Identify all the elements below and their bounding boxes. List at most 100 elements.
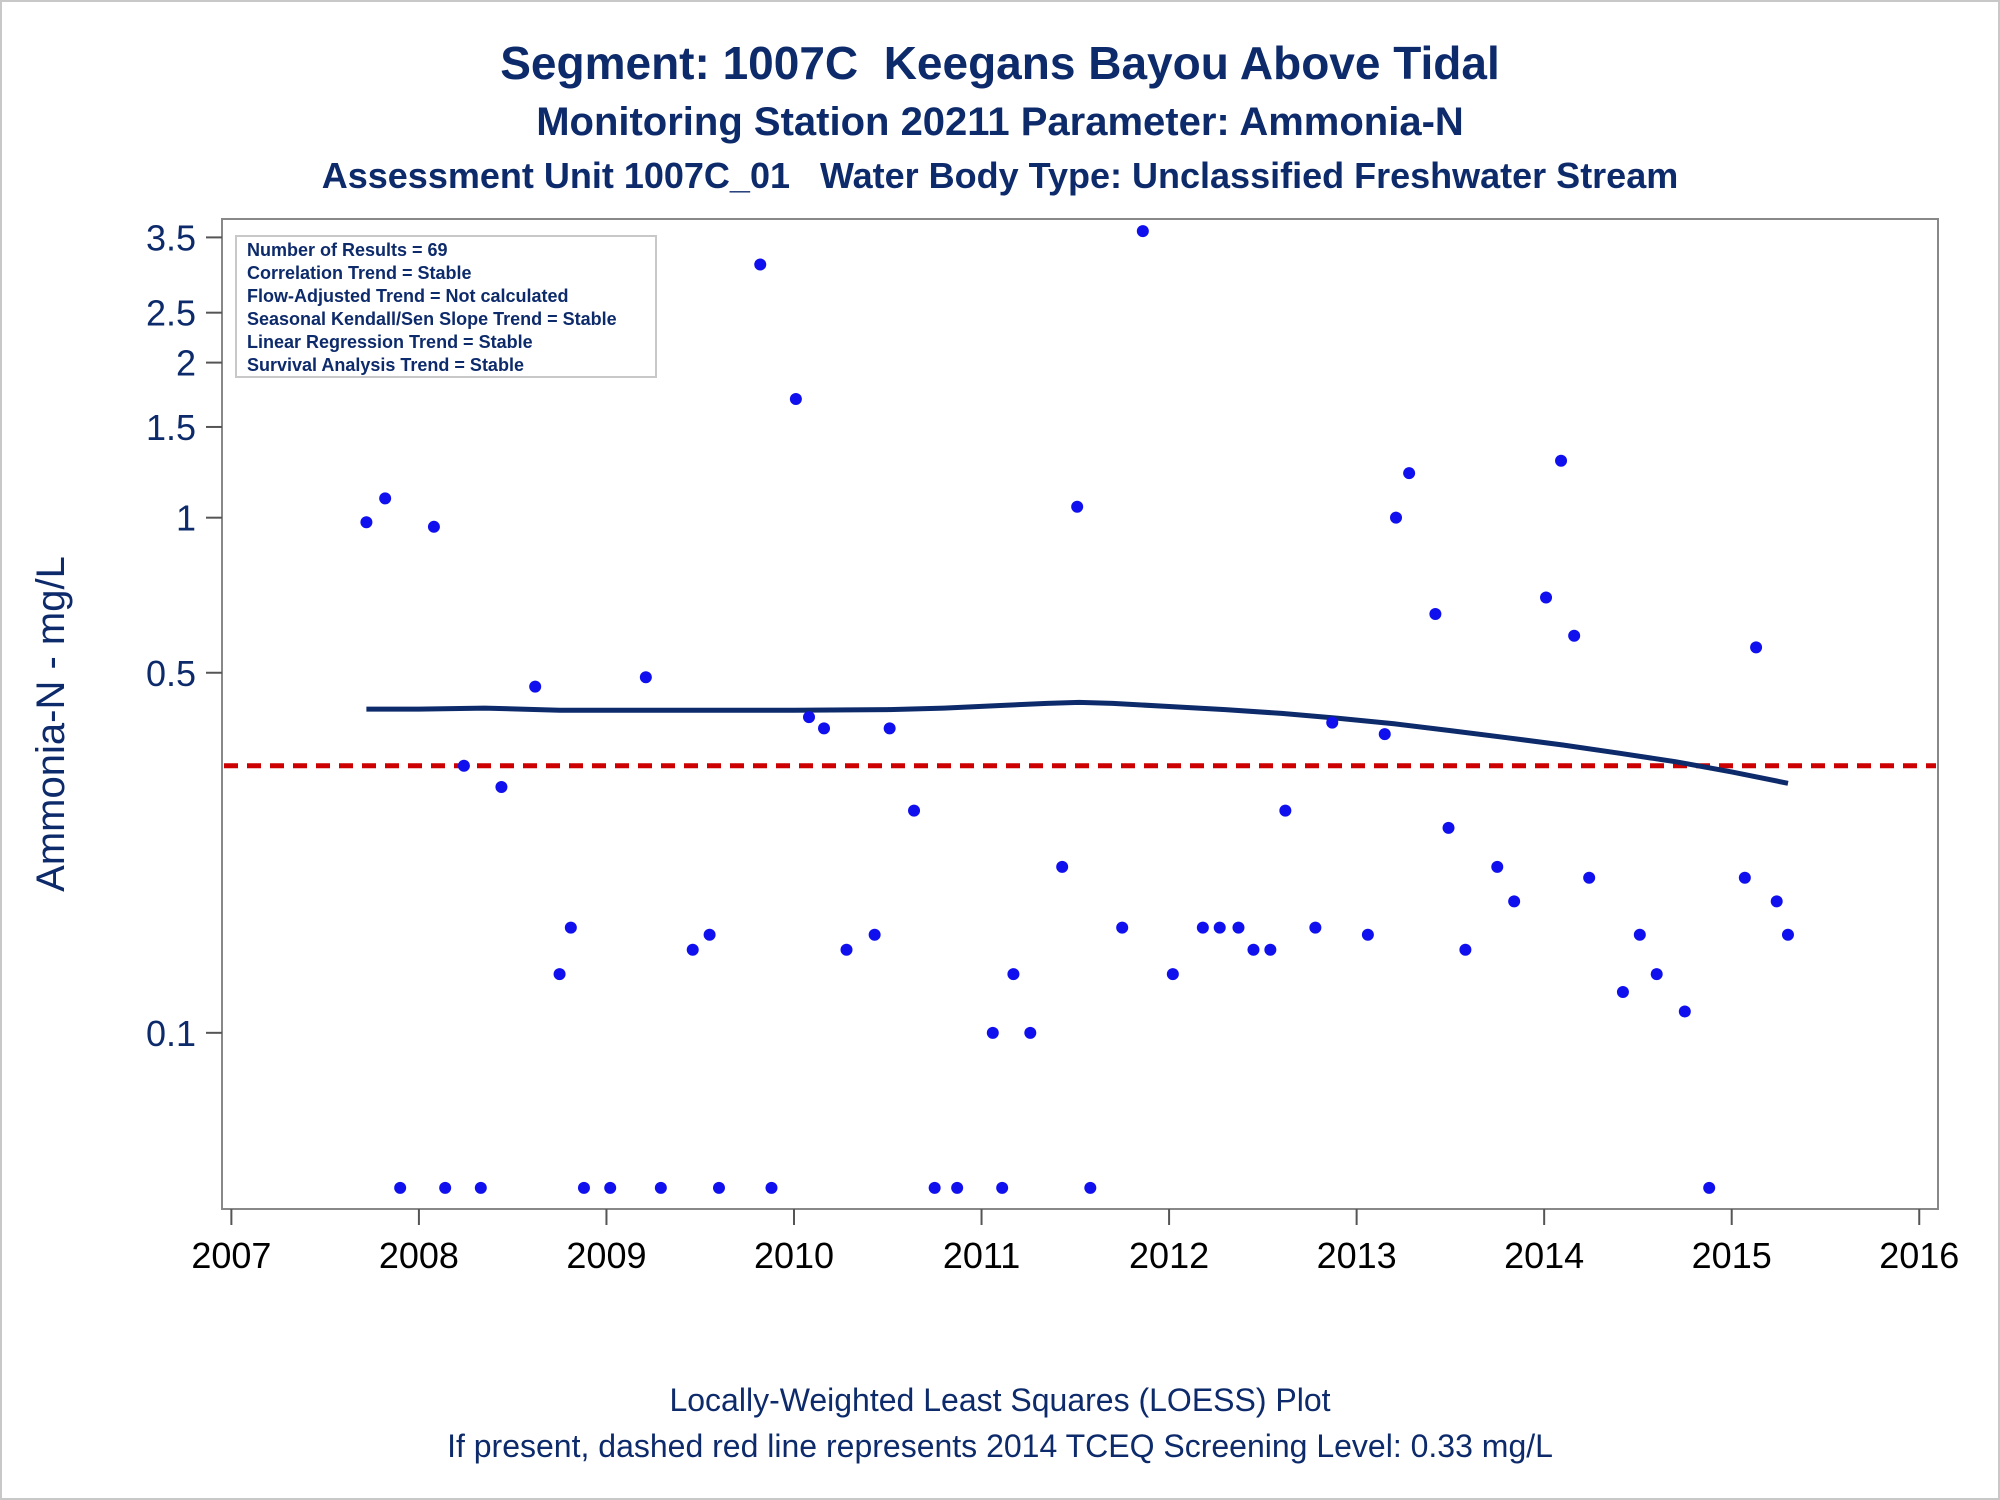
data-point bbox=[803, 711, 816, 724]
data-point bbox=[577, 1181, 590, 1194]
data-point bbox=[1568, 629, 1581, 642]
data-point bbox=[439, 1181, 452, 1194]
data-point bbox=[996, 1181, 1009, 1194]
data-point bbox=[754, 258, 767, 271]
data-point bbox=[1024, 1026, 1037, 1039]
x-tick-label: 2008 bbox=[379, 1235, 459, 1276]
data-point bbox=[639, 671, 652, 684]
data-point bbox=[379, 492, 392, 505]
data-points bbox=[360, 225, 1794, 1194]
data-point bbox=[427, 520, 440, 533]
chart-subtitle: Monitoring Station 20211 Parameter: Ammo… bbox=[536, 100, 1464, 144]
data-point bbox=[1326, 716, 1339, 729]
plot-area bbox=[221, 218, 1939, 1210]
data-point bbox=[1738, 871, 1751, 884]
data-point bbox=[928, 1181, 941, 1194]
data-point bbox=[868, 928, 881, 941]
data-point bbox=[564, 921, 577, 934]
data-point bbox=[1378, 728, 1391, 741]
legend-line: Seasonal Kendall/Sen Slope Trend = Stabl… bbox=[247, 309, 617, 329]
data-point bbox=[1309, 921, 1322, 934]
y-tick-label: 1.5 bbox=[146, 407, 196, 448]
data-point bbox=[1583, 871, 1596, 884]
chart-subtitle-2: Assessment Unit 1007C_01 Water Body Type… bbox=[321, 155, 1679, 196]
data-point bbox=[951, 1181, 964, 1194]
data-point bbox=[1007, 968, 1020, 981]
data-point bbox=[765, 1181, 778, 1194]
x-tick-label: 2013 bbox=[1317, 1235, 1397, 1276]
x-tick-label: 2007 bbox=[191, 1235, 271, 1276]
legend-line: Linear Regression Trend = Stable bbox=[247, 332, 533, 352]
data-point bbox=[986, 1026, 999, 1039]
data-point bbox=[1459, 943, 1472, 956]
data-point bbox=[474, 1181, 487, 1194]
data-point bbox=[1633, 928, 1646, 941]
x-tick-label: 2012 bbox=[1129, 1235, 1209, 1276]
y-tick-label: 1 bbox=[176, 498, 196, 539]
data-point bbox=[1084, 1181, 1097, 1194]
data-point bbox=[1247, 943, 1260, 956]
x-tick-label: 2015 bbox=[1692, 1235, 1772, 1276]
data-point bbox=[1056, 860, 1069, 873]
data-point bbox=[1429, 608, 1442, 621]
y-tick-label: 2.5 bbox=[146, 293, 196, 334]
data-point bbox=[654, 1181, 667, 1194]
legend-border bbox=[235, 235, 657, 378]
x-tick-label: 2014 bbox=[1504, 1235, 1584, 1276]
data-point bbox=[883, 722, 896, 735]
data-point bbox=[1196, 921, 1209, 934]
x-axis: 2007 2008 2009 2010 2011 2012 2013 2014 2015 2016 bbox=[191, 1209, 1959, 1276]
data-point bbox=[1166, 968, 1179, 981]
data-point bbox=[604, 1181, 617, 1194]
loess-trend-line bbox=[366, 699, 1789, 786]
data-point bbox=[1555, 454, 1568, 467]
footnote-screening: If present, dashed red line represents 2… bbox=[447, 1428, 1553, 1464]
data-point bbox=[840, 943, 853, 956]
legend-line: Correlation Trend = Stable bbox=[247, 263, 472, 283]
data-point bbox=[1279, 804, 1292, 817]
y-axis: 0.1 0.5 1 1.5 2 2.5 3.5 bbox=[146, 217, 222, 1054]
data-point bbox=[1264, 943, 1277, 956]
y-tick-label: 0.5 bbox=[146, 653, 196, 694]
data-point bbox=[360, 516, 373, 529]
footnote-loess: Locally-Weighted Least Squares (LOESS) P… bbox=[669, 1382, 1331, 1418]
data-point bbox=[495, 781, 508, 794]
x-tick-label: 2009 bbox=[566, 1235, 646, 1276]
data-point bbox=[1390, 511, 1403, 524]
data-point bbox=[1650, 968, 1663, 981]
legend-line: Survival Analysis Trend = Stable bbox=[247, 355, 524, 375]
data-point bbox=[712, 1181, 725, 1194]
data-point bbox=[1213, 921, 1226, 934]
data-point bbox=[1540, 591, 1553, 604]
y-tick-label: 0.1 bbox=[146, 1013, 196, 1054]
data-point bbox=[1678, 1005, 1691, 1018]
data-point bbox=[703, 928, 716, 941]
y-tick-label: 2 bbox=[176, 343, 196, 384]
data-point bbox=[1770, 895, 1783, 908]
data-point bbox=[789, 392, 802, 405]
data-point bbox=[1750, 641, 1763, 654]
data-point bbox=[1491, 860, 1504, 873]
data-point bbox=[529, 680, 542, 693]
data-point bbox=[1361, 928, 1374, 941]
trend-legend-box: Number of Results = 69 Correlation Trend … bbox=[235, 235, 657, 378]
data-point bbox=[457, 759, 470, 772]
data-point bbox=[1508, 895, 1521, 908]
data-point bbox=[818, 722, 831, 735]
data-point bbox=[1232, 921, 1245, 934]
data-point bbox=[1136, 225, 1149, 238]
data-point bbox=[686, 943, 699, 956]
x-tick-label: 2010 bbox=[754, 1235, 834, 1276]
y-tick-label: 3.5 bbox=[146, 217, 196, 258]
legend-line: Number of Results = 69 bbox=[247, 240, 448, 260]
x-tick-label: 2016 bbox=[1879, 1235, 1959, 1276]
data-point bbox=[1116, 921, 1129, 934]
data-point bbox=[1442, 821, 1455, 834]
chart-title: Segment: 1007C Keegans Bayou Above Tidal bbox=[500, 37, 1500, 89]
data-point bbox=[1403, 467, 1416, 480]
legend-line: Flow-Adjusted Trend = Not calculated bbox=[247, 286, 569, 306]
data-point bbox=[1703, 1181, 1716, 1194]
y-axis-label: Ammonia-N - mg/L bbox=[29, 556, 73, 892]
